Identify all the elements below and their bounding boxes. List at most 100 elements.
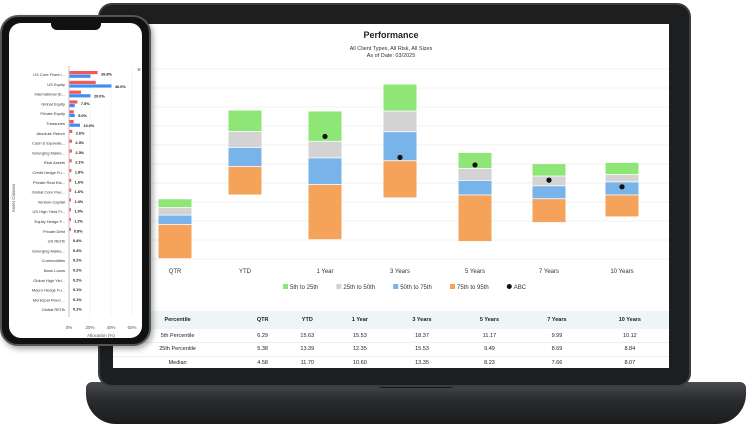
data-label: 2.3% [75, 141, 84, 145]
bar-segment-50th-to-75th [228, 147, 262, 167]
laptop-screen: Performance All Client Types, All Risk, … [113, 24, 669, 368]
category-label: Credit Hedge Fu... [32, 170, 65, 175]
bar-segment-50th-to-75th [158, 215, 192, 224]
table-cell: Median [113, 356, 243, 368]
current-allocation-bar [69, 188, 72, 192]
table-cell: 10.60 [331, 356, 389, 368]
column-header: 1 Year [331, 311, 389, 329]
target-allocation-bar [69, 123, 80, 127]
table-row: 5th Percentile 6.29 15.63 15.53 18.37 11.17 9.… [113, 329, 669, 343]
current-allocation-bar [69, 139, 72, 143]
current-allocation-bar [69, 208, 71, 212]
close-icon[interactable]: × [137, 67, 142, 74]
abc-marker [546, 177, 552, 183]
data-label: 0.2% [73, 259, 82, 263]
bar-segment-25th-to-50th [228, 131, 262, 148]
laptop-base [86, 382, 746, 424]
bar-segment-25th-to-50th [158, 207, 192, 215]
data-label: 2.6% [76, 131, 85, 135]
table-cell: 18.37 [388, 329, 456, 343]
target-allocation-bar [69, 84, 112, 88]
bar-segment-5th-to-25th [228, 110, 262, 131]
data-label: 2.3% [75, 151, 84, 155]
x-tick-label: 20% [85, 325, 94, 330]
current-allocation-bar [69, 80, 96, 84]
x-axis-label: Allocation (%) [87, 333, 115, 338]
x-tick-label: 7 Years [539, 269, 559, 275]
table-cell: 25th Percentile [113, 342, 243, 357]
current-allocation-bar [69, 100, 78, 104]
abc-marker [397, 154, 403, 160]
current-allocation-bar [69, 159, 72, 163]
bar-segment-5th-to-25th [158, 199, 192, 208]
category-label: Venture Capital [38, 199, 65, 204]
current-allocation-bar [69, 110, 74, 114]
abc-marker [619, 184, 625, 190]
phone-frame: × 0% 20% 40% 60% Allocation (%) Asset Classes… [0, 15, 151, 346]
legend-label: 5th to 25th [290, 285, 318, 291]
chart-title: Performance [363, 30, 419, 40]
table-cell: 9.99 [523, 329, 591, 343]
performance-chart: QTR YTD 1 Year 3 Years 5 Years 7 Years 10 Year… [143, 68, 669, 291]
table-cell: 8.07 [590, 356, 669, 368]
category-label: Commodities [42, 258, 65, 263]
table-cell: 4.58 [242, 356, 284, 368]
column-header: YTD [283, 311, 332, 329]
bar-segment-75th-to-95th [605, 195, 639, 217]
category-label: US Core Fixed I... [33, 72, 65, 77]
table-row: Median 4.58 11.70 10.60 13.35 8.23 7.66 8.07 [113, 356, 669, 368]
legend-swatch [283, 284, 288, 289]
category-label: Emerging Marke... [32, 248, 65, 253]
target-allocation-bar [69, 74, 91, 78]
column-header: 3 Years [388, 311, 456, 329]
category-label: Private Debt [43, 229, 66, 234]
current-allocation-bar [69, 129, 73, 133]
current-allocation-bar [69, 71, 98, 75]
legend-label: 75th to 95th [457, 285, 489, 291]
bar-segment-75th-to-95th [308, 184, 342, 240]
category-label: US REITs [48, 239, 65, 244]
current-allocation-bar [69, 169, 72, 173]
category-label: Macro Hedge Fu... [32, 288, 65, 293]
category-label: Cash & Equivale... [32, 141, 65, 146]
target-allocation-bar [69, 113, 75, 117]
legend-label: ABC [514, 285, 527, 291]
x-tick-label: QTR [169, 269, 182, 275]
x-tick-label: 40% [106, 325, 115, 330]
target-allocation-bar [69, 94, 91, 98]
category-label: US High Yield Fi... [33, 209, 65, 214]
column-header: 7 Years [523, 311, 591, 329]
table-row: 25th Percentile 5.38 13.39 12.35 15.53 9.49 8.… [113, 342, 669, 357]
data-label: 0.1% [73, 308, 82, 312]
table-cell: 5.38 [242, 342, 284, 357]
bar-segment-50th-to-75th [308, 158, 342, 185]
x-tick-label: 5 Years [465, 269, 485, 275]
category-label: Real Assets [44, 160, 65, 165]
category-label: Global High Yiel... [33, 278, 65, 283]
legend-label: 50th to 75th [400, 285, 432, 291]
data-label: 1.4% [74, 200, 83, 204]
category-label: Global Equity [41, 101, 65, 106]
bar-segment-50th-to-75th [532, 186, 566, 199]
x-tick-label: 0% [66, 325, 73, 330]
current-allocation-bar [69, 120, 74, 124]
table-cell: 13.35 [388, 356, 456, 368]
x-tick-label: YTD [239, 269, 252, 275]
x-tick-label: 1 Year [316, 269, 333, 275]
category-label: US Equity [47, 82, 65, 87]
data-label: 0.2% [73, 278, 82, 282]
category-label: International (E... [35, 92, 65, 97]
abc-marker [322, 133, 328, 140]
current-allocation-bar [69, 149, 72, 153]
data-label: 0.2% [73, 269, 82, 273]
current-allocation-bar [69, 90, 82, 94]
category-label: Private Equity [40, 111, 65, 116]
category-label: Global REITs [42, 307, 65, 312]
legend-swatch [450, 284, 455, 289]
data-label: 0.8% [74, 229, 83, 233]
allocation-chart: 0% 20% 40% 60% Allocation (%) Asset Classes US… [11, 66, 137, 338]
bar-segment-75th-to-95th [458, 195, 492, 242]
table-cell: 15.63 [283, 329, 332, 343]
data-label: 2.1% [75, 161, 84, 165]
data-label: 1.6% [75, 190, 84, 194]
